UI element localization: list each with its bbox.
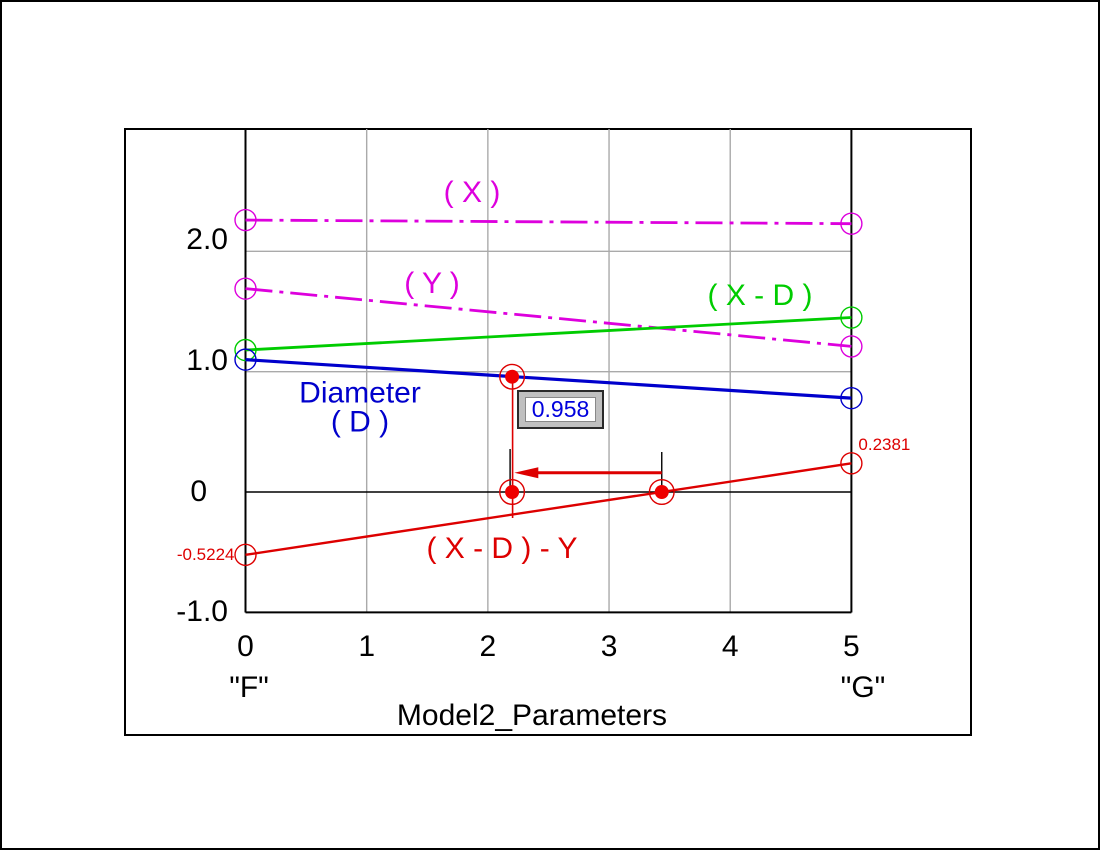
series-endpoint-X [234, 208, 257, 232]
measurement-value: 0.958 [525, 397, 596, 422]
series-endpoint-X [840, 212, 863, 235]
dimension-arrowhead-left-icon [514, 467, 539, 479]
measure-marker-ring[interactable] [648, 479, 675, 506]
measure-marker-ring[interactable] [499, 363, 526, 390]
measurement-value-box[interactable]: 0.958 [517, 390, 604, 429]
series-endpoint-XDY [840, 452, 863, 475]
series-line-X-D[interactable] [245, 316, 852, 352]
series-endpoint-Y [840, 335, 863, 358]
measure-marker-dot[interactable] [505, 369, 520, 384]
measure-marker-dot[interactable] [654, 485, 669, 499]
series-line-X[interactable] [245, 218, 852, 226]
series-line-XDY[interactable] [245, 462, 852, 557]
series-line-Y[interactable] [245, 287, 852, 348]
series-line-D[interactable] [245, 358, 852, 400]
series-endpoint-D [840, 386, 863, 410]
series-endpoint-Y [234, 277, 257, 300]
chart-view-border [124, 128, 972, 736]
series-endpoint-X-D [840, 306, 863, 329]
measure-marker-dot[interactable] [505, 485, 520, 499]
series-endpoint-XDY [234, 543, 257, 567]
measure-marker-ring[interactable] [499, 479, 526, 506]
series-endpoint-D [234, 348, 257, 371]
